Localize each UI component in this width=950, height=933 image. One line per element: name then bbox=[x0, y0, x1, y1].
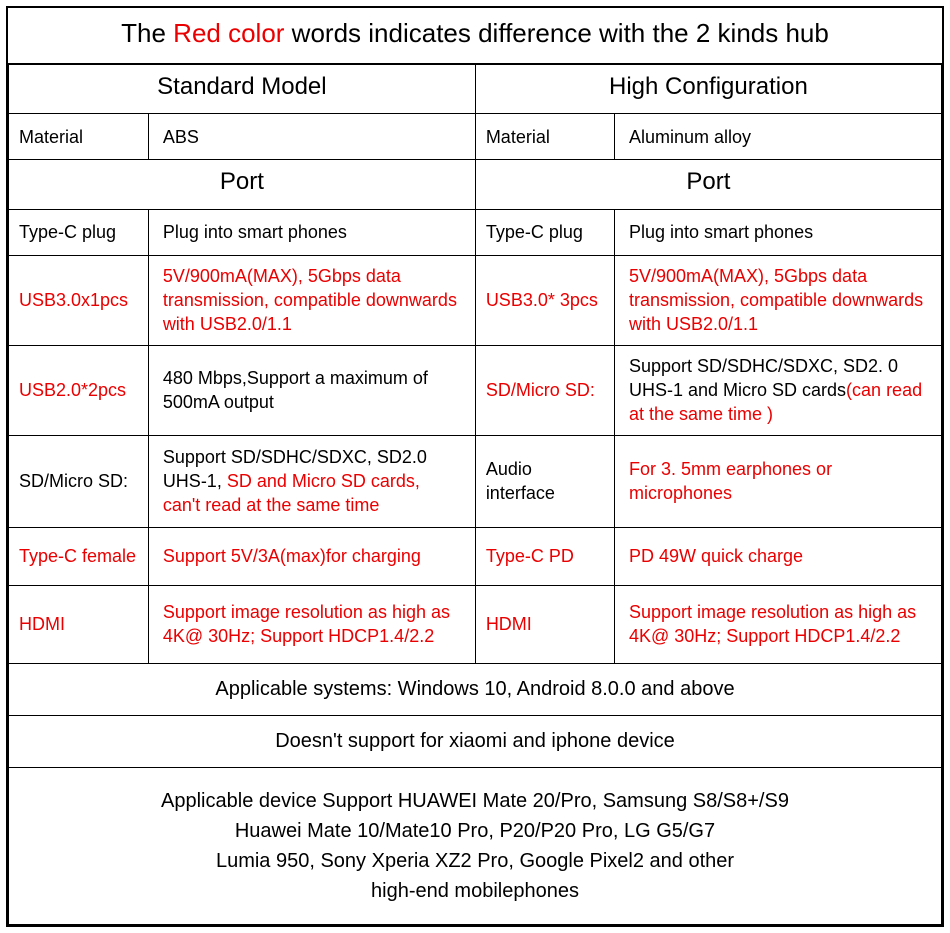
right-model-header: High Configuration bbox=[475, 65, 941, 114]
row-typec-power: Type-C female Support 5V/3A(max)for char… bbox=[9, 527, 942, 585]
r-label: USB3.0* 3pcs bbox=[475, 255, 614, 345]
row-usb20-sd: USB2.0*2pcs 480 Mbps,Support a maximum o… bbox=[9, 345, 942, 435]
row-hdmi: HDMI Support image resolution as high as… bbox=[9, 585, 942, 663]
r-label: Audio interface bbox=[475, 435, 614, 527]
row-sd-audio: SD/Micro SD: Support SD/SDHC/SDXC, SD2.0… bbox=[9, 435, 942, 527]
r-value: Support image resolution as high as 4K@ … bbox=[614, 585, 941, 663]
r-label: Type-C plug bbox=[475, 209, 614, 255]
l-value: 5V/900mA(MAX), 5Gbps data transmission, … bbox=[148, 255, 475, 345]
r-value: Support SD/SDHC/SDXC, SD2. 0 UHS-1 and M… bbox=[614, 345, 941, 435]
footer3-l1: Applicable device Support HUAWEI Mate 20… bbox=[161, 790, 789, 812]
left-model-header: Standard Model bbox=[9, 65, 476, 114]
left-material-label: Material bbox=[9, 114, 149, 160]
table-title: The Red color words indicates difference… bbox=[8, 8, 942, 65]
footer-systems-text: Applicable systems: Windows 10, Android … bbox=[9, 663, 942, 715]
l-label: USB2.0*2pcs bbox=[9, 345, 149, 435]
title-prefix: The bbox=[121, 18, 173, 48]
footer3-l4: high-end mobilephones bbox=[371, 880, 579, 902]
row-typec-plug: Type-C plug Plug into smart phones Type-… bbox=[9, 209, 942, 255]
right-port-header: Port bbox=[475, 160, 941, 209]
r-label: SD/Micro SD: bbox=[475, 345, 614, 435]
r-label: HDMI bbox=[475, 585, 614, 663]
footer3-l2: Huawei Mate 10/Mate10 Pro, P20/P20 Pro, … bbox=[235, 820, 715, 842]
l-label: HDMI bbox=[9, 585, 149, 663]
footer-devices: Applicable device Support HUAWEI Mate 20… bbox=[9, 767, 942, 924]
footer-unsupported: Doesn't support for xiaomi and iphone de… bbox=[9, 715, 942, 767]
r-value: 5V/900mA(MAX), 5Gbps data transmission, … bbox=[614, 255, 941, 345]
l-value: Support image resolution as high as 4K@ … bbox=[148, 585, 475, 663]
row-usb30: USB3.0x1pcs 5V/900mA(MAX), 5Gbps data tr… bbox=[9, 255, 942, 345]
l-label: USB3.0x1pcs bbox=[9, 255, 149, 345]
right-material-value: Aluminum alloy bbox=[614, 114, 941, 160]
left-material-value: ABS bbox=[148, 114, 475, 160]
material-row: Material ABS Material Aluminum alloy bbox=[9, 114, 942, 160]
footer-devices-text: Applicable device Support HUAWEI Mate 20… bbox=[9, 767, 942, 924]
l-value: Support 5V/3A(max)for charging bbox=[148, 527, 475, 585]
title-suffix: words indicates difference with the 2 ki… bbox=[284, 18, 828, 48]
l-value: Support SD/SDHC/SDXC, SD2.0 UHS-1, SD an… bbox=[148, 435, 475, 527]
footer-systems: Applicable systems: Windows 10, Android … bbox=[9, 663, 942, 715]
footer-unsupported-text: Doesn't support for xiaomi and iphone de… bbox=[9, 715, 942, 767]
left-port-header: Port bbox=[9, 160, 476, 209]
r-label: Type-C PD bbox=[475, 527, 614, 585]
r-value: For 3. 5mm earphones or microphones bbox=[614, 435, 941, 527]
l-value: 480 Mbps,Support a maximum of 500mA outp… bbox=[148, 345, 475, 435]
comparison-table: The Red color words indicates difference… bbox=[6, 6, 944, 927]
l-value: Plug into smart phones bbox=[148, 209, 475, 255]
title-highlight: Red color bbox=[173, 18, 284, 48]
model-header-row: Standard Model High Configuration bbox=[9, 65, 942, 114]
right-material-label: Material bbox=[475, 114, 614, 160]
spec-table: Standard Model High Configuration Materi… bbox=[8, 65, 942, 925]
r-value: PD 49W quick charge bbox=[614, 527, 941, 585]
footer3-l3: Lumia 950, Sony Xperia XZ2 Pro, Google P… bbox=[216, 850, 734, 872]
port-header-row: Port Port bbox=[9, 160, 942, 209]
r-value: Plug into smart phones bbox=[614, 209, 941, 255]
l-label: Type-C plug bbox=[9, 209, 149, 255]
l-label: Type-C female bbox=[9, 527, 149, 585]
l-label: SD/Micro SD: bbox=[9, 435, 149, 527]
